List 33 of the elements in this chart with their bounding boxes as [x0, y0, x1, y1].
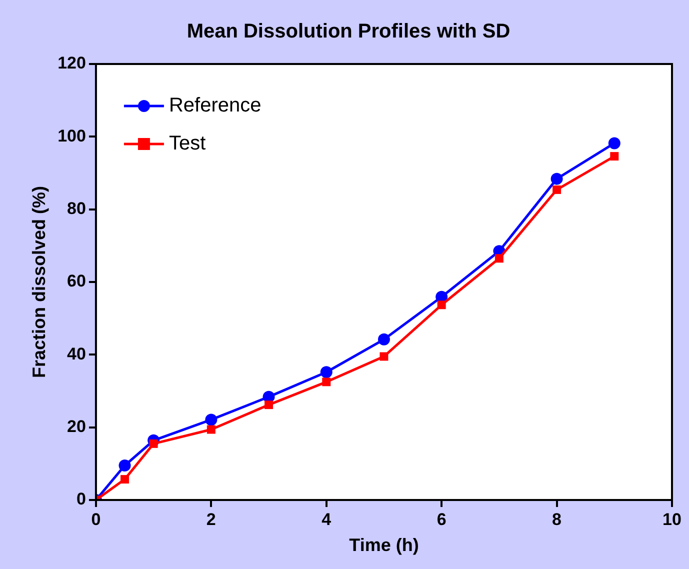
y-tick-label: 60 — [67, 272, 86, 291]
x-tick-label: 2 — [206, 510, 216, 529]
x-tick-label: 0 — [91, 510, 101, 529]
point — [120, 475, 130, 484]
point — [380, 352, 388, 361]
x-axis-title: Time (h) — [349, 535, 419, 556]
y-tick-label: 120 — [58, 54, 86, 73]
point — [320, 366, 332, 378]
point — [378, 333, 390, 346]
y-tick-label: 40 — [67, 344, 86, 364]
y-tick-label: 0 — [76, 490, 86, 509]
point — [610, 152, 619, 161]
point — [437, 300, 446, 310]
point — [608, 137, 620, 150]
chart-title: Mean Dissolution Profiles with SD — [186, 20, 510, 43]
y-tick-label: 100 — [58, 126, 86, 146]
point — [494, 254, 504, 263]
legend-label: Test — [168, 132, 206, 155]
point — [205, 414, 218, 426]
y-tick-label: 80 — [67, 199, 86, 218]
y-axis-title: Fraction dissolved (%) — [28, 186, 49, 378]
point — [206, 425, 216, 434]
point — [118, 459, 131, 472]
x-tick-label: 6 — [436, 510, 446, 529]
legend-label: Reference — [168, 94, 262, 117]
point — [550, 172, 563, 185]
point — [322, 378, 331, 386]
y-tick-label: 20 — [67, 417, 86, 436]
point — [552, 185, 562, 194]
x-tick-label: 8 — [552, 510, 562, 529]
x-tick-label: 4 — [322, 510, 332, 529]
x-tick-label: 10 — [662, 510, 682, 529]
point — [264, 400, 274, 410]
